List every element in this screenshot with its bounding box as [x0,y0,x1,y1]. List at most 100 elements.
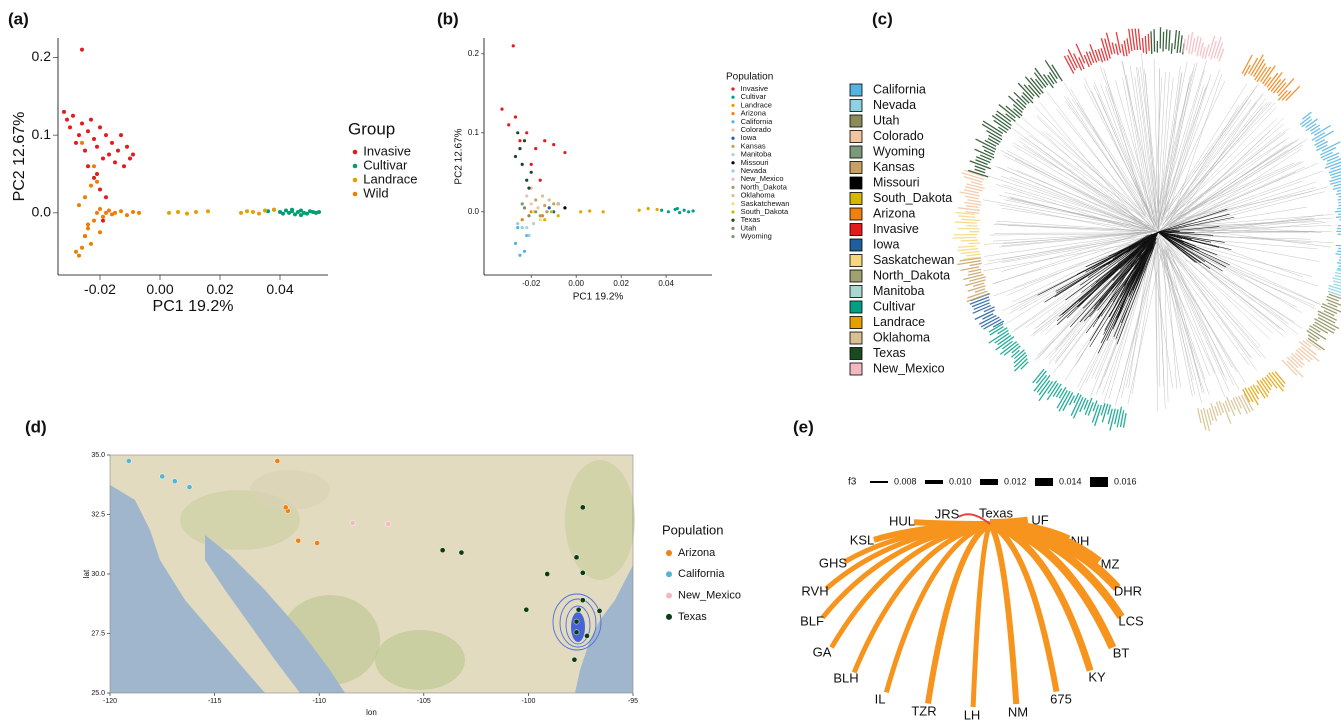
tip-label [969,269,982,272]
branch [1158,78,1173,231]
point [275,458,280,463]
branch [1158,236,1180,388]
branch [1158,232,1269,339]
tip-label [992,115,1011,128]
tip-label [1013,104,1022,112]
node-label: HUL [889,513,915,528]
tip-label [1095,405,1102,426]
tip-label [1282,360,1297,375]
terrain [375,630,465,690]
tip-label [976,157,990,163]
tip-label [1268,72,1282,90]
point [98,188,102,192]
tip-label [962,219,981,220]
legend-label: Cultivar [363,157,408,172]
legend-swatch [850,317,862,329]
node-label: KY [1088,669,1106,684]
node-label: IL [875,691,886,706]
tip-label [1205,44,1209,59]
legend-swatch [850,162,862,174]
point [512,44,515,47]
point [552,143,555,146]
point [299,213,303,217]
tip-label [1265,377,1272,386]
legend-label: Wild [363,185,388,200]
point [113,160,117,164]
tip-label [968,272,982,275]
tip-label [998,328,1008,334]
tip-label [958,208,980,211]
point [576,607,581,612]
branch [1090,243,1150,342]
legend-label: Arizona [873,206,915,220]
legend-label: Invasive [363,143,411,158]
node-label: BT [1113,645,1130,660]
point [692,209,695,212]
point [530,171,533,174]
legend-label: Iowa [873,237,899,251]
node-label: NM [1008,704,1028,719]
branch [1169,137,1289,226]
point [89,118,93,122]
y-tick-label: 25.0 [91,690,105,697]
point [521,202,524,205]
point [119,133,123,137]
tip-label [970,263,982,265]
legend-swatch [731,194,734,197]
tip-label [1090,44,1097,62]
tip-label [1142,38,1143,53]
y-tick-label: 0.1 [32,126,52,142]
branch [1178,139,1307,225]
tip-label [1013,109,1022,116]
point [574,619,579,624]
point [667,210,670,213]
point [534,147,537,150]
tip-label [1112,42,1115,53]
branch [1140,67,1159,213]
branch [1040,102,1137,220]
branch [1166,250,1177,389]
point [245,209,249,213]
point [101,215,105,219]
point [518,147,521,150]
point [317,210,321,214]
point [107,209,111,213]
tip-label [1301,347,1319,362]
tip-label [1092,405,1098,423]
tip-label [1299,341,1316,354]
tip-label [1105,39,1111,59]
y-axis-label: PC2 12.67% [11,112,28,202]
branch [1100,84,1148,213]
y-tick-label: 30.0 [91,571,105,578]
point [530,202,533,205]
tip-label [1101,38,1108,60]
legend-label: Invasive [873,222,919,236]
x-tick-label: -100 [521,698,535,705]
point [523,206,526,209]
y-axis-label: PC2 12.67% [454,128,465,184]
node-label: 675 [1050,691,1072,706]
point [514,115,517,118]
legend-swatch [731,186,734,189]
x-tick-label: -120 [103,698,117,705]
point [92,137,96,141]
legend-swatch [731,96,734,99]
tip-label [952,237,976,238]
point [541,194,544,197]
legend-swatch [353,150,358,155]
legend-swatch [850,131,862,143]
branch [1161,83,1189,221]
x-tick-label: 0.00 [568,279,584,288]
node-label: BLF [800,613,824,628]
legend-swatch [850,146,862,158]
tip-label [1336,245,1341,246]
point [386,521,391,526]
legend-label: 0.010 [949,476,972,486]
terrain [250,470,330,510]
point [521,226,524,229]
node-label: DHR [1114,583,1142,598]
tip-label [1124,413,1127,427]
point [588,209,591,212]
point [263,209,267,213]
branch [1165,247,1225,397]
